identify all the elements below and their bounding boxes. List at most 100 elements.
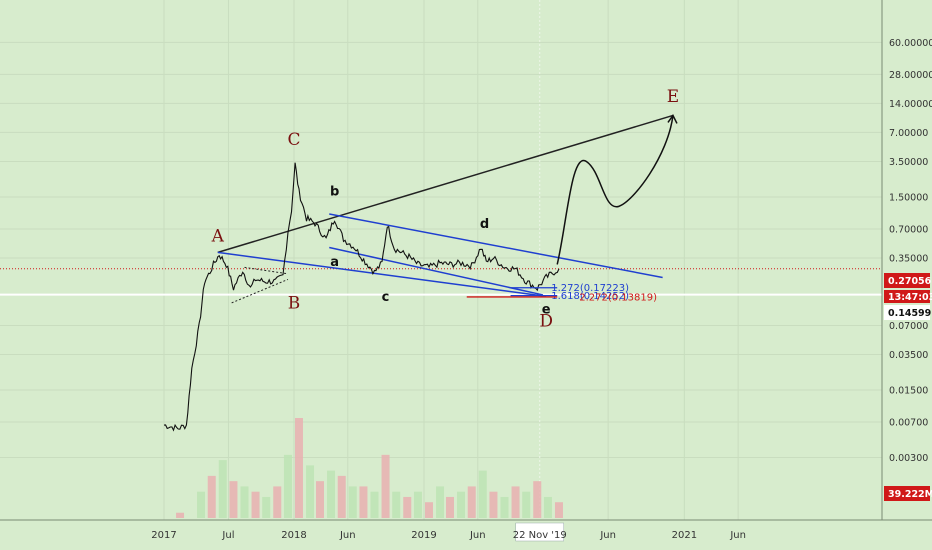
volume-bar <box>197 491 206 518</box>
y-tick-labels: 60.00000 28.00000 14.00000 7.00000 3.50000 1.… <box>889 38 932 464</box>
wave-label-D: D <box>539 312 553 332</box>
volume-bar <box>467 486 476 518</box>
y-tick-label: 0.00300 <box>889 453 928 464</box>
volume-bars <box>176 418 563 518</box>
volume-bar <box>500 496 509 518</box>
volume-bar <box>327 470 336 518</box>
volume-bar <box>403 496 412 518</box>
volume-bar <box>370 491 379 518</box>
level-badge: 0.14599 <box>884 305 931 320</box>
wave-label-e: e <box>542 303 551 318</box>
time-axis[interactable] <box>0 520 932 550</box>
x-tick-label: Jun <box>599 530 616 541</box>
wave-label-c: c <box>382 290 390 305</box>
volume-bar <box>283 454 292 518</box>
volume-bar <box>392 491 401 518</box>
volume-bar <box>176 512 185 518</box>
countdown-label: 13:47:03 <box>888 292 932 303</box>
volume-bar <box>533 481 542 518</box>
wave-labels: A B C D Ea b c d e <box>211 87 680 332</box>
x-tick-label: 2019 <box>411 530 436 541</box>
projection-curve <box>556 115 674 265</box>
volume-bar <box>511 486 520 518</box>
horizontal-levels <box>0 268 882 296</box>
y-tick-label: 7.00000 <box>889 128 928 139</box>
volume-bar <box>262 496 271 518</box>
wave-label-B: B <box>288 293 301 313</box>
x-tick-label: Jun <box>469 530 486 541</box>
wave-label-E: E <box>667 87 679 107</box>
projection-path <box>556 113 678 265</box>
volume-bar <box>240 486 249 518</box>
volume-bar <box>446 496 454 518</box>
volume-bar <box>522 491 531 518</box>
x-tick-labels: 2017 Jul 2018 Jun 2019 Jun 22 Nov '19 Jun 2021 Ju… <box>151 522 746 542</box>
fib-label: 1.618(0.14252) <box>551 291 629 302</box>
volume-bar <box>413 491 422 518</box>
price-line <box>163 162 560 432</box>
x-tick-label: Jun <box>729 530 746 541</box>
trendline <box>329 213 663 279</box>
trendline <box>244 266 289 275</box>
trendline <box>329 246 544 296</box>
countdown-badge: 13:47:03 <box>884 290 932 303</box>
volume-bar <box>381 454 390 518</box>
x-tick-label: 2021 <box>672 530 697 541</box>
trendline <box>217 114 674 254</box>
wave-label-a: a <box>330 255 339 270</box>
trendline <box>217 251 547 298</box>
x-tick-label: 22 Nov '19 <box>513 530 567 541</box>
volume-bar <box>306 465 315 518</box>
y-tick-label: 28.00000 <box>889 70 932 81</box>
y-tick-label: 0.07000 <box>889 321 928 332</box>
wave-label-A: A <box>211 226 225 246</box>
y-tick-label: 0.03500 <box>889 350 928 361</box>
y-tick-label: 0.01500 <box>889 386 928 397</box>
last-price-label: 0.27056 <box>888 276 932 287</box>
volume-bar <box>337 475 346 518</box>
y-tick-label: 0.70000 <box>889 224 928 235</box>
volume-bar <box>543 496 552 518</box>
volume-bar <box>554 502 563 518</box>
wave-label-d: d <box>480 217 489 232</box>
x-tick-label: 2018 <box>281 530 306 541</box>
x-tick-label: Jun <box>339 530 356 541</box>
volume-bar <box>359 486 368 518</box>
volume-bar <box>478 470 487 518</box>
level-label: 0.14599 <box>888 308 931 319</box>
price-series <box>163 162 560 432</box>
trendlines <box>217 114 674 304</box>
volume-bar <box>457 491 466 518</box>
x-tick-label: 2017 <box>151 530 176 541</box>
crosshair-date-badge <box>515 522 565 542</box>
volume-bar <box>489 491 498 518</box>
fib-label: 2.272(0.13819) <box>579 292 657 303</box>
projection-arrowhead <box>667 113 678 124</box>
wave-label-C: C <box>287 130 300 150</box>
y-tick-label: 1.50000 <box>889 193 928 204</box>
last-price-badge: 0.27056 <box>884 273 932 288</box>
y-tick-label: 60.00000 <box>889 38 932 49</box>
y-tick-label: 0.35000 <box>889 254 928 265</box>
y-tick-label: 3.50000 <box>889 157 928 168</box>
fib-levels: 1.272(0.17223)1.618(0.14252)2.272(0.1381… <box>466 283 657 303</box>
volume-bar <box>436 486 445 518</box>
grid <box>0 0 886 520</box>
volume-bar <box>207 475 216 518</box>
y-tick-label: 14.00000 <box>889 99 932 110</box>
volume-bar <box>424 502 433 518</box>
price-axis[interactable] <box>882 0 932 520</box>
volume-bar <box>294 418 303 518</box>
volume-bar <box>273 486 282 518</box>
y-tick-label: 0.00700 <box>889 417 928 428</box>
volume-bar <box>251 491 260 518</box>
volume-label: 39.222M <box>888 489 932 500</box>
volume-bar <box>316 481 324 518</box>
x-tick-label: Jul <box>221 530 234 541</box>
volume-bar <box>229 481 238 518</box>
volume-bar <box>348 486 357 518</box>
volume-badge: 39.222M <box>884 486 932 501</box>
fib-label: 1.272(0.17223) <box>551 283 629 294</box>
